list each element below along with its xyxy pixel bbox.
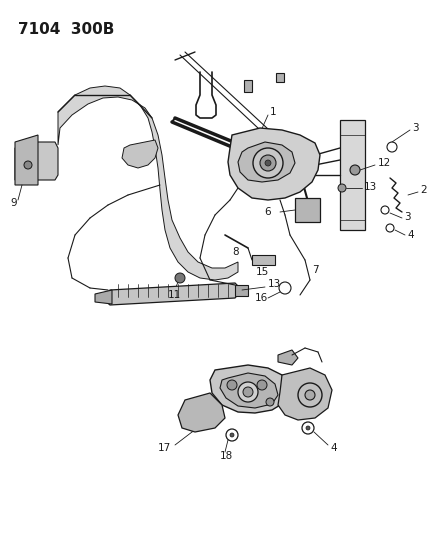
Text: 3: 3 bbox=[404, 212, 410, 222]
Polygon shape bbox=[238, 142, 295, 182]
Polygon shape bbox=[220, 373, 278, 408]
Text: 6: 6 bbox=[264, 207, 270, 217]
Text: 18: 18 bbox=[220, 451, 233, 461]
Polygon shape bbox=[178, 393, 225, 432]
Circle shape bbox=[238, 382, 258, 402]
Text: 16: 16 bbox=[255, 293, 268, 303]
Polygon shape bbox=[252, 255, 275, 265]
Text: 7104  300B: 7104 300B bbox=[18, 22, 114, 37]
Circle shape bbox=[230, 433, 234, 437]
Circle shape bbox=[227, 380, 237, 390]
Text: 11: 11 bbox=[168, 290, 181, 300]
Polygon shape bbox=[58, 86, 238, 280]
Text: 13: 13 bbox=[268, 279, 281, 289]
Text: 13: 13 bbox=[364, 182, 377, 192]
Text: 9: 9 bbox=[10, 198, 17, 208]
Polygon shape bbox=[95, 290, 112, 304]
Polygon shape bbox=[102, 283, 242, 305]
Polygon shape bbox=[244, 80, 252, 92]
Text: 8: 8 bbox=[232, 247, 239, 257]
Polygon shape bbox=[235, 285, 248, 296]
Polygon shape bbox=[295, 198, 320, 222]
Circle shape bbox=[266, 398, 274, 406]
Polygon shape bbox=[122, 140, 158, 168]
Polygon shape bbox=[340, 120, 365, 230]
Circle shape bbox=[175, 273, 185, 283]
Text: 12: 12 bbox=[378, 158, 391, 168]
Circle shape bbox=[265, 160, 271, 166]
Text: 4: 4 bbox=[407, 230, 413, 240]
Text: 3: 3 bbox=[412, 123, 419, 133]
Polygon shape bbox=[15, 135, 38, 185]
Circle shape bbox=[260, 155, 276, 171]
Circle shape bbox=[305, 390, 315, 400]
Polygon shape bbox=[228, 128, 320, 200]
Circle shape bbox=[338, 184, 346, 192]
Circle shape bbox=[253, 148, 283, 178]
Polygon shape bbox=[15, 142, 58, 180]
Polygon shape bbox=[278, 368, 332, 420]
Polygon shape bbox=[210, 365, 288, 413]
Circle shape bbox=[257, 380, 267, 390]
Polygon shape bbox=[278, 350, 298, 365]
Polygon shape bbox=[276, 73, 284, 82]
Text: 17: 17 bbox=[158, 443, 171, 453]
Circle shape bbox=[306, 426, 310, 430]
Text: 7: 7 bbox=[312, 265, 318, 275]
Circle shape bbox=[24, 161, 32, 169]
Text: 4: 4 bbox=[330, 443, 337, 453]
Circle shape bbox=[350, 165, 360, 175]
Text: 2: 2 bbox=[420, 185, 427, 195]
Circle shape bbox=[243, 387, 253, 397]
Text: 1: 1 bbox=[270, 107, 276, 117]
Text: 15: 15 bbox=[256, 267, 269, 277]
